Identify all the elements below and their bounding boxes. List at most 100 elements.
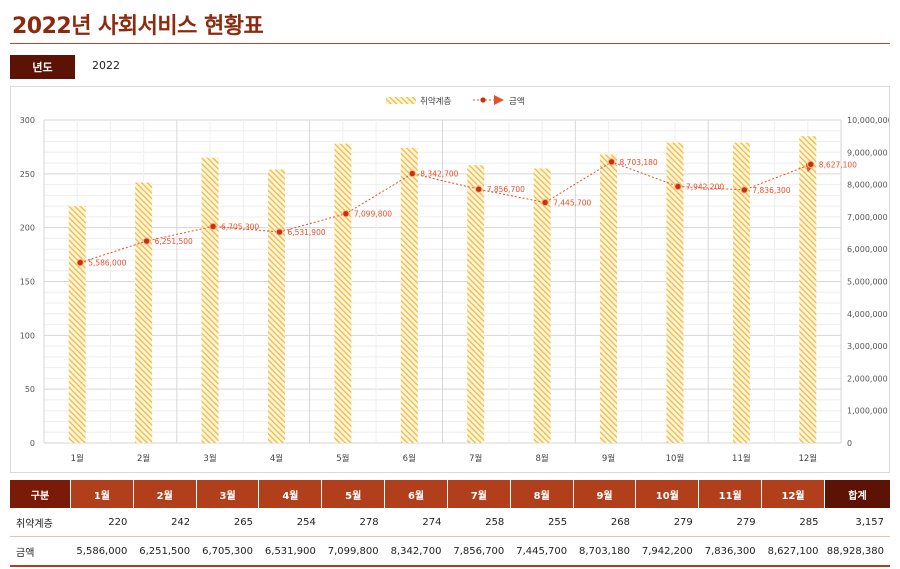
point <box>342 209 350 218</box>
year-value[interactable]: 2022 <box>92 59 120 72</box>
legend-label: 금액 <box>509 96 525 107</box>
x-axis-tick-label: 3월 <box>203 453 216 464</box>
data-label: 8,627,100 <box>819 160 857 169</box>
bar <box>600 154 618 443</box>
right-axis-tick-label: 1,000,000 <box>847 407 888 416</box>
bar <box>267 169 285 443</box>
table-cell: 88,928,380 <box>824 536 890 567</box>
point <box>541 198 549 207</box>
table-cell: 258 <box>447 508 511 537</box>
point <box>275 228 284 236</box>
point <box>607 158 616 166</box>
table-cell: 285 <box>761 508 825 537</box>
page-title: 2022년 사회서비스 현황표 <box>12 14 264 39</box>
table-body: 취약계층 220 242 265 254 278 274 258 255 268 279 279 285… <box>10 508 890 567</box>
table-cell: 5,586,000 <box>70 536 134 567</box>
bar <box>68 206 86 443</box>
x-axis-tick-label: 12월 <box>798 453 817 464</box>
data-label: 7,445,700 <box>553 199 591 208</box>
x-axis-tick-label: 10월 <box>666 453 685 464</box>
point <box>76 258 84 267</box>
left-axis-tick-label: 0 <box>30 439 35 448</box>
table-cell: 7,942,200 <box>635 536 699 567</box>
x-axis-tick-label: 4월 <box>270 453 283 464</box>
bar <box>135 182 153 443</box>
left-axis-tick-label: 300 <box>20 116 35 125</box>
table-cell: 6,531,900 <box>258 536 322 567</box>
point <box>740 186 749 194</box>
right-axis-tick-label: 8,000,000 <box>847 181 888 190</box>
bar <box>732 142 750 444</box>
x-axis-tick-label: 8월 <box>536 453 549 464</box>
table-header-month: 2월 <box>133 480 197 508</box>
data-label: 7,942,200 <box>686 182 724 191</box>
table-header-month: 3월 <box>196 480 260 508</box>
data-label: 6,531,900 <box>287 228 325 237</box>
table-row-label: 금액 <box>10 536 71 567</box>
combo-chart: 0 50 100 150 200 250 300 0 1,000,000 2,000,000 3,0… <box>20 95 889 464</box>
table-cell: 7,099,800 <box>321 536 385 567</box>
legend-point-swatch <box>480 97 486 103</box>
table-header-month: 4월 <box>258 480 323 508</box>
right-axis-tick-label: 0 <box>847 439 852 448</box>
table-cell: 279 <box>635 508 699 537</box>
table-cell: 7,856,700 <box>447 536 511 567</box>
table-cell: 255 <box>510 508 574 537</box>
bar <box>799 136 817 443</box>
point <box>674 182 682 191</box>
table-row: 금액 5,586,000 6,251,500 6,705,300 6,531,900 7,… <box>10 536 890 567</box>
table-header-month: 6월 <box>384 480 448 508</box>
table-cell: 274 <box>384 508 448 537</box>
table-header-month: 8월 <box>510 480 574 508</box>
data-label: 6,251,500 <box>155 237 193 246</box>
table-cell: 7,445,700 <box>510 536 574 567</box>
year-label: 년도 <box>10 55 75 79</box>
title-divider <box>10 43 890 44</box>
table-row-label: 취약계층 <box>10 508 71 537</box>
summary-table: 구분 1월 2월 3월 4월 5월 6월 7월 8월 9월 10월 11월 12월 합계 취약계층 220 2… <box>10 480 890 567</box>
bar <box>467 165 485 443</box>
bar <box>533 168 551 443</box>
right-axis-tick-label: 4,000,000 <box>847 310 888 319</box>
x-axis-tick-label: 11월 <box>732 453 751 464</box>
table-header-month: 12월 <box>761 480 825 508</box>
table-header-month: 9월 <box>573 480 637 508</box>
legend-arrow-swatch <box>494 95 504 105</box>
left-axis-tick-label: 250 <box>20 170 35 179</box>
right-axis-tick-label: 3,000,000 <box>847 342 888 351</box>
table-header-row: 구분 1월 2월 3월 4월 5월 6월 7월 8월 9월 10월 11월 12월 합계 <box>10 480 890 508</box>
left-axis-tick-label: 200 <box>20 224 35 233</box>
table-header-month: 11월 <box>698 480 763 508</box>
table-header-month: 5월 <box>321 480 386 508</box>
table-header-category: 구분 <box>10 480 71 508</box>
series-line <box>80 161 811 264</box>
point <box>475 185 483 193</box>
table-cell: 3,157 <box>824 508 890 537</box>
table-cell: 8,342,700 <box>384 536 448 567</box>
table-cell: 279 <box>698 508 762 537</box>
right-axis-tick-label: 2,000,000 <box>847 374 888 383</box>
left-axis-tick-label: 100 <box>20 331 35 340</box>
right-axis-tick-label: 6,000,000 <box>847 245 888 254</box>
legend-bar-swatch <box>386 97 416 104</box>
x-axis-tick-label: 7월 <box>469 453 482 464</box>
table-header-month: 10월 <box>635 480 700 508</box>
table-cell: 8,703,180 <box>573 536 636 567</box>
table-header-month: 7월 <box>447 480 511 508</box>
x-axis-tick-label: 1월 <box>71 453 84 464</box>
table-row: 취약계층 220 242 265 254 278 274 258 255 268 279 279 285… <box>10 508 890 537</box>
table-cell: 6,251,500 <box>133 536 197 567</box>
point <box>209 222 217 231</box>
table-cell: 8,627,100 <box>761 536 825 567</box>
table-cell: 220 <box>70 508 134 537</box>
table-cell: 265 <box>196 508 259 537</box>
bar <box>334 143 352 443</box>
table-cell: 278 <box>321 508 385 537</box>
right-axis-tick-label: 7,000,000 <box>847 213 888 222</box>
data-label: 8,703,180 <box>620 158 658 167</box>
point <box>807 160 815 169</box>
right-axis-tick-label: 9,000,000 <box>847 148 888 157</box>
point <box>142 237 151 245</box>
data-label: 8,342,700 <box>420 170 458 179</box>
left-axis-tick-label: 150 <box>20 278 35 287</box>
